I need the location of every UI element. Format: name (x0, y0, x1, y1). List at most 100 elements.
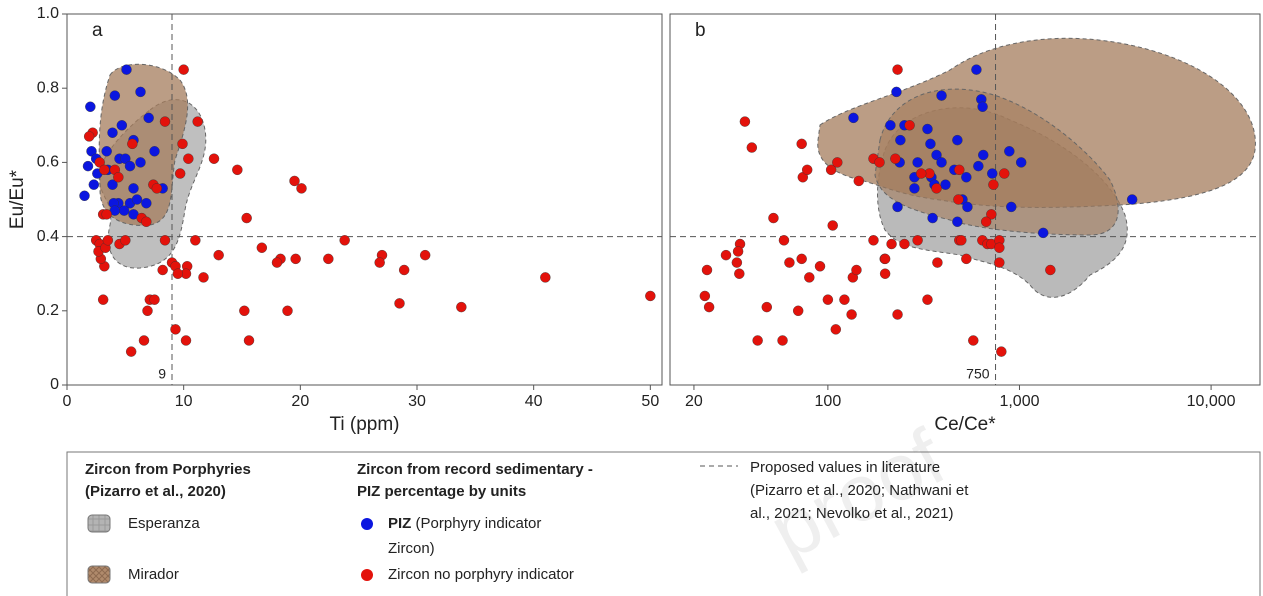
scatter-point (952, 216, 963, 227)
scatter-point (339, 235, 350, 246)
scatter-point (159, 235, 171, 246)
scatter-point (124, 160, 136, 172)
legend-box (66, 451, 1261, 596)
scatter-point (978, 149, 989, 161)
scatter-point (1004, 146, 1015, 157)
scatter-point (904, 120, 915, 131)
scatter-point (107, 127, 118, 138)
scatter-point (118, 205, 130, 216)
scatter-point (892, 309, 903, 320)
scatter-point (131, 194, 143, 205)
scatter-point (796, 138, 807, 150)
legend-label: PIZ (Porphyry indicator (388, 515, 541, 532)
scatter-point (720, 249, 732, 261)
x-tick-label: 10,000 (1187, 393, 1236, 410)
scatter-point (961, 253, 972, 265)
scatter-point (746, 142, 758, 153)
legend-heading: Zircon from record sedimentary - (357, 461, 593, 478)
scatter-point (999, 168, 1010, 179)
scatter-point (994, 242, 1005, 253)
scatter-point (699, 290, 711, 302)
scatter-point (922, 294, 933, 305)
scatter-point (323, 253, 334, 265)
scatter-point (109, 90, 121, 101)
legend-heading: PIZ percentage by units (357, 483, 526, 500)
scatter-point (149, 294, 160, 305)
legend-note: (Porphyry indicator (416, 515, 542, 532)
scatter-point (239, 305, 250, 316)
scatter-point (734, 268, 745, 279)
legend-note: Zircon) (388, 540, 435, 557)
legend: Zircon from Porphyries (Pizarro et al., … (66, 451, 1261, 596)
scatter-point (116, 120, 128, 131)
scatter-point (814, 261, 826, 272)
y-axis-label: Eu/Eu* (7, 169, 28, 229)
scatter-point (128, 183, 139, 194)
scatter-point (241, 212, 252, 224)
scatter-point (174, 168, 186, 179)
x-tick-label: 30 (408, 393, 426, 410)
scatter-point (936, 157, 947, 168)
scatter-point (456, 301, 467, 313)
mirador-region (874, 88, 1119, 236)
scatter-point (141, 216, 152, 227)
legend-heading: Zircon from Porphyries (85, 461, 251, 478)
scatter-point (956, 235, 967, 246)
x-tick-label: 10 (175, 393, 193, 410)
scatter-point (792, 305, 804, 316)
y-tick-label: 0.6 (37, 154, 59, 171)
scatter-point (961, 172, 972, 183)
scatter-point (289, 175, 300, 187)
panel-label: a (92, 20, 103, 41)
scatter-point (916, 168, 927, 179)
scatter-point (374, 257, 385, 268)
plot-frame (66, 13, 663, 386)
scatter-point (94, 157, 105, 168)
scatter-point (101, 146, 112, 157)
legend-label: Mirador (128, 566, 179, 583)
x-tick-label: 20 (685, 393, 703, 410)
scatter-point (892, 64, 903, 75)
scatter-point (142, 305, 153, 316)
scatter-point (394, 298, 405, 309)
legend-reference: (Pizarro et al., 2020; Nathwani et (750, 482, 969, 499)
scatter-point (832, 157, 843, 168)
scatter-point (703, 301, 715, 313)
scatter-point (931, 183, 942, 194)
scatter-point (1006, 201, 1017, 213)
scatter-point (796, 253, 807, 265)
scatter-point (125, 346, 137, 357)
scatter-point (953, 194, 964, 205)
scatter-point (180, 335, 192, 346)
scatter-point (99, 164, 110, 176)
scatter-point (243, 335, 255, 346)
scatter-point (120, 153, 131, 164)
scatter-point (980, 216, 992, 227)
scatter-point (952, 134, 963, 146)
y-tick-label: 0.2 (37, 302, 59, 319)
y-tick-label: 0.4 (37, 228, 59, 245)
scatter-point (925, 138, 936, 150)
reference-label: 750 (966, 366, 990, 382)
scatter-point (83, 131, 95, 142)
scatter-point (839, 294, 850, 305)
reference-label: 9 (158, 366, 166, 382)
scatter-point (931, 149, 942, 161)
scatter-point (86, 146, 97, 157)
scatter-point (822, 294, 834, 305)
scatter-point (892, 201, 903, 213)
legend-marker (361, 518, 373, 530)
legend-swatch (87, 565, 111, 584)
scatter-point (645, 290, 656, 302)
x-axis-label: Ti (ppm) (329, 414, 399, 435)
scatter-point (801, 164, 813, 176)
scatter-point (157, 264, 168, 276)
scatter-point (732, 246, 744, 257)
x-tick-label: 50 (641, 393, 659, 410)
scatter-point (113, 172, 124, 183)
scatter-point (804, 272, 815, 283)
scatter-point (886, 238, 897, 250)
scatter-point (996, 346, 1007, 357)
scatter-point (874, 157, 885, 168)
